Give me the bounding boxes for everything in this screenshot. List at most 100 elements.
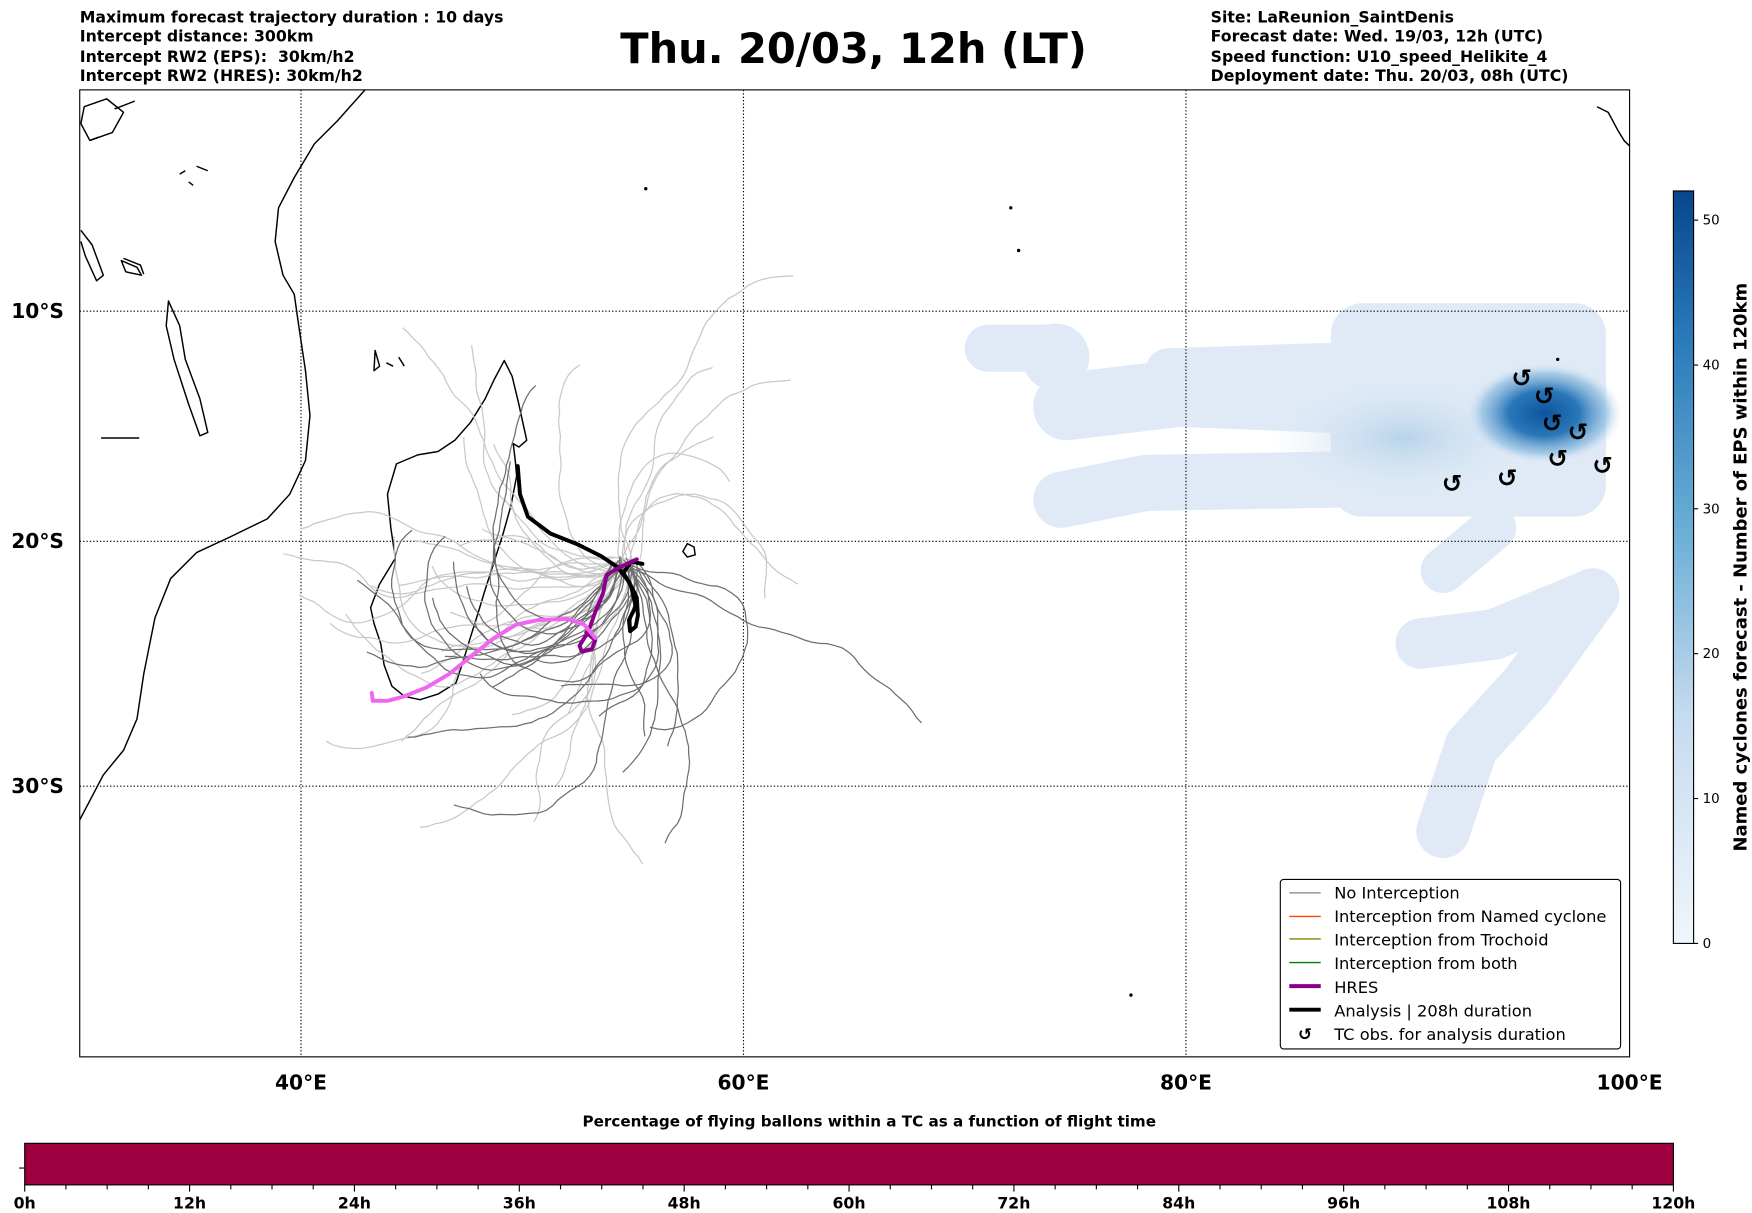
eps-trajectory xyxy=(493,443,622,578)
eps-trajectory xyxy=(473,560,634,655)
flight-time-tick-label: 0h xyxy=(14,1193,36,1212)
eps-trajectory xyxy=(329,557,615,644)
eps-trajectory xyxy=(560,560,673,687)
lake-malawi xyxy=(165,300,209,437)
forecast-date-text: Forecast date: Wed. 19/03, 12h (UTC) xyxy=(1211,27,1543,46)
intercept-eps-text: Intercept RW2 (EPS): 30km/h2 xyxy=(80,47,355,66)
eps-trajectory xyxy=(407,567,633,738)
eps-trajectory xyxy=(631,567,923,724)
flight-time-bar-title: Percentage of flying ballons within a TC… xyxy=(583,1112,1157,1130)
analysis-trajectory xyxy=(515,464,645,634)
eps-trajectory xyxy=(419,557,638,829)
eps-trajectory xyxy=(402,327,625,574)
flight-time-tick-label: 72h xyxy=(997,1193,1030,1212)
eps-trajectory xyxy=(598,557,653,717)
flight-time-tick-label: 60h xyxy=(833,1193,866,1212)
colorbar: 0 10 20 30 40 50 Named cyclones forecast… xyxy=(1672,190,1751,952)
eps-trajectory xyxy=(617,452,731,559)
colorbar-tick-label: 0 xyxy=(1703,936,1712,952)
eps-trajectory xyxy=(492,559,621,688)
tc-obs-icon: ↺ xyxy=(1542,408,1563,437)
colorbar-tick-label: 30 xyxy=(1703,501,1720,517)
eps-trajectory xyxy=(629,493,799,585)
tc-obs-icon: ↺ xyxy=(1497,463,1518,492)
latitude-labels: 10°S 20°S 30°S xyxy=(11,299,64,798)
lat-label: 20°S xyxy=(11,529,64,553)
flight-time-tick-label: 96h xyxy=(1327,1193,1360,1212)
africa-coast xyxy=(79,89,366,821)
island-dot xyxy=(1009,206,1013,210)
lon-label: 80°E xyxy=(1160,1070,1212,1094)
gridlines xyxy=(79,89,1630,1057)
reunion-coast xyxy=(682,542,696,558)
eps-trajectory xyxy=(617,275,794,559)
tc-obs-icon: ↺ xyxy=(1568,417,1589,446)
eps-trajectory xyxy=(470,345,634,561)
speed-function-text: Speed function: U10_speed_Helikite_4 xyxy=(1211,47,1548,66)
tc-obs-icon: ↺ xyxy=(1592,451,1613,480)
lon-label: 40°E xyxy=(275,1070,327,1094)
max-duration-text: Maximum forecast trajectory duration : 1… xyxy=(80,8,504,27)
eps-trajectory xyxy=(479,565,660,704)
island-dot xyxy=(1129,993,1133,997)
seychelles-islands xyxy=(89,100,209,439)
island-dot xyxy=(644,187,648,191)
legend: No Interception Interception from Named … xyxy=(1279,878,1622,1050)
eps-trajectory xyxy=(444,565,635,661)
tc-obs-legend-icon: ↺ xyxy=(1298,1024,1312,1044)
flight-time-tick-label: 24h xyxy=(338,1193,371,1212)
header-left: Maximum forecast trajectory duration : 1… xyxy=(80,8,504,85)
comoros-islands xyxy=(373,349,405,372)
flight-time-tick-label: 48h xyxy=(668,1193,701,1212)
flight-time-tick-label: 120h xyxy=(1651,1193,1695,1212)
intercept-distance-text: Intercept distance: 300km xyxy=(80,27,314,46)
tc-observations: ↺ ↺ ↺ ↺ ↺ ↺ ↺ ↺ xyxy=(1442,363,1613,498)
flight-time-tick-label: 84h xyxy=(1162,1193,1195,1212)
map-frame xyxy=(79,89,1631,1058)
colorbar-tick-label: 40 xyxy=(1703,358,1720,374)
flight-time-tick-label: 36h xyxy=(503,1193,536,1212)
eps-trajectory xyxy=(619,556,691,844)
lat-label: 10°S xyxy=(11,299,64,323)
lake-rukwa xyxy=(120,259,143,276)
deployment-date-text: Deployment date: Thu. 20/03, 08h (UTC) xyxy=(1211,66,1569,85)
eps-trajectory xyxy=(489,461,621,635)
eps-trajectory xyxy=(357,558,625,679)
eps-trajectory xyxy=(398,560,623,587)
flight-time-tick-label: 12h xyxy=(173,1193,206,1212)
legend-label: Interception from Named cyclone xyxy=(1334,907,1606,926)
eps-trajectory xyxy=(300,510,630,576)
intercept-hres-text: Intercept RW2 (HRES): 30km/h2 xyxy=(80,66,363,85)
lon-label: 100°E xyxy=(1597,1070,1663,1094)
eps-trajectory xyxy=(492,385,624,622)
eps-trajectory xyxy=(283,553,619,599)
sumatra-coast xyxy=(1596,106,1630,147)
cyclone-density-field xyxy=(964,303,1623,859)
eps-trajectory xyxy=(458,534,619,575)
percentage-fill xyxy=(24,1143,1674,1185)
island-dot xyxy=(1016,248,1021,253)
eps-trajectory xyxy=(533,568,624,823)
map-plot: ↺ ↺ ↺ ↺ ↺ ↺ ↺ ↺ xyxy=(79,89,1630,1057)
eps-trajectory xyxy=(622,568,646,737)
site-text: Site: LaReunion_SaintDenis xyxy=(1211,8,1454,27)
tc-obs-icon: ↺ xyxy=(1534,381,1555,410)
eps-trajectory xyxy=(298,569,627,624)
legend-label: Analysis | 208h duration xyxy=(1334,1001,1532,1020)
eps-trajectory xyxy=(621,493,768,599)
tc-obs-icon: ↺ xyxy=(1547,444,1568,473)
madagascar-coast xyxy=(369,359,528,701)
lat-label: 30°S xyxy=(11,774,64,798)
eps-trajectory xyxy=(557,364,628,573)
legend-label: No Interception xyxy=(1334,884,1460,903)
lake-victoria xyxy=(80,98,125,142)
eps-trajectory xyxy=(626,563,749,731)
legend-label: Interception from both xyxy=(1334,954,1517,973)
island-dot xyxy=(1556,357,1560,362)
colorbar-tick-label: 50 xyxy=(1703,213,1720,229)
flight-time-tick-label: 108h xyxy=(1487,1193,1531,1212)
flight-time-ticks: 0h 12h 24h 36h 48h 60h 72h 84h 96h 108h 120h xyxy=(14,1184,1695,1212)
tc-obs-icon: ↺ xyxy=(1442,469,1463,498)
eps-trajectory xyxy=(463,437,637,588)
